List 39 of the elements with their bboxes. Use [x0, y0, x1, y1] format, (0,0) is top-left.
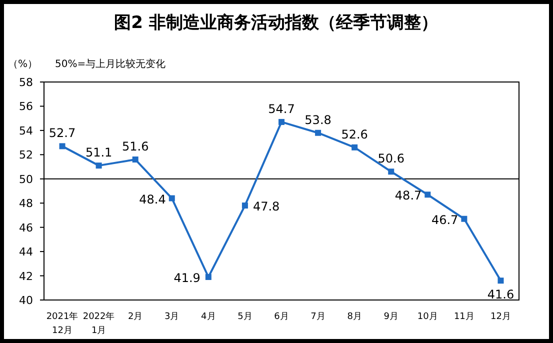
- data-label: 48.7: [394, 188, 422, 203]
- data-label: 52.6: [341, 127, 368, 142]
- data-label: 50.6: [378, 152, 404, 166]
- x-tick-label: 7月: [310, 312, 326, 322]
- y-tick-label: 46: [19, 221, 33, 234]
- x-tick-label: 2月: [128, 312, 143, 322]
- data-label: 47.8: [252, 200, 280, 214]
- x-tick-label: 10月: [417, 312, 438, 322]
- x-tick-label: 5月: [238, 312, 252, 322]
- y-tick-label: 42: [19, 270, 33, 283]
- y-axis-title: （%）: [8, 59, 38, 70]
- x-tick-label: 4月: [201, 312, 216, 322]
- data-label: 48.4: [139, 192, 166, 206]
- data-label: 41.9: [174, 270, 200, 285]
- x-tick-label: 3月: [164, 312, 180, 322]
- y-tick-label: 48: [19, 197, 33, 210]
- y-tick-label: 40: [19, 294, 33, 307]
- x-tick-label: 12月: [490, 312, 511, 322]
- data-label: 41.6: [487, 288, 514, 302]
- text: 50%=与上月比较无变化: [55, 58, 166, 70]
- x-tick-label: 6月: [274, 312, 289, 322]
- data-label: 46.7: [431, 212, 458, 227]
- x-tick-label: 9月: [384, 312, 398, 322]
- x-tick-label: 2021年 12月: [46, 311, 78, 336]
- y-tick-label: 44: [19, 246, 33, 259]
- data-label: 51.1: [85, 146, 112, 160]
- data-label: 52.7: [48, 126, 76, 140]
- x-tick-label: 8月: [347, 312, 362, 322]
- data-label: 53.8: [304, 112, 332, 127]
- data-label: 51.6: [122, 140, 149, 154]
- y-tick-label: 50: [19, 172, 33, 186]
- y-tick-label: 56: [19, 100, 33, 114]
- chart-title: 图2 非制造业商务活动指数（经季节调整）: [114, 13, 438, 33]
- y-tick-label: 52: [19, 148, 33, 162]
- y-tick-label: 54: [19, 124, 33, 138]
- data-label: 54.7: [268, 102, 295, 116]
- x-tick-label: 2022年 1月: [82, 311, 115, 336]
- x-tick-label: 11月: [454, 312, 474, 322]
- y-tick-label: 58: [19, 76, 33, 89]
